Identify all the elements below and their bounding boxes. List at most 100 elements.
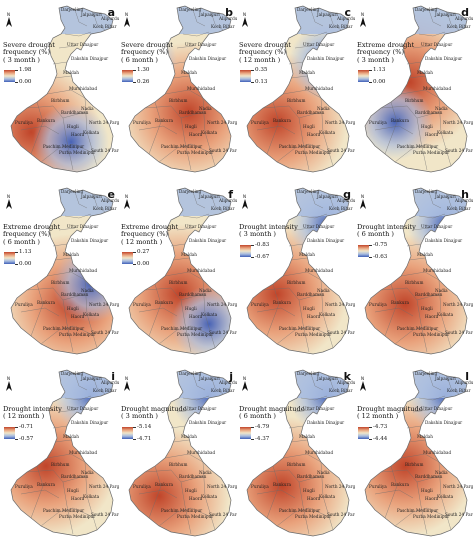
district-label: Hugli: [421, 488, 433, 493]
svg-text:N: N: [7, 376, 10, 381]
legend-min-value: -0.57: [19, 435, 34, 442]
district-label: Nadia: [435, 106, 448, 111]
district-label: Purba Medinipur: [295, 150, 331, 155]
legend-title: Extreme drought frequency (%) ( 6 month …: [3, 223, 61, 246]
district-label: Bankura: [155, 300, 174, 305]
district-label: Alipurduar: [454, 198, 473, 203]
legend-title: Drought magnitude ( 12 month ): [357, 405, 423, 421]
district-label: North 24 Parganas: [325, 120, 355, 125]
legend-min-value: -4.71: [137, 435, 152, 442]
district-label: South 24 Parganas: [327, 148, 355, 153]
state-map: DarjeelingJalpaiguriAlipurduar Koch Bihar…: [246, 369, 355, 537]
district-label: Dakshin Dinajpur: [189, 56, 226, 61]
district-label: Barddhaman: [179, 474, 207, 479]
svg-text:N: N: [125, 12, 128, 17]
legend-title: Drought magnitude ( 6 month ): [239, 405, 305, 421]
district-label: Nadia: [435, 288, 448, 293]
district-label: Haora: [71, 132, 85, 137]
district-label: Maldah: [181, 252, 197, 257]
district-label: North 24 Parganas: [443, 302, 473, 307]
district-label: Darjeeling: [297, 371, 319, 376]
district-label: Alipurduar: [100, 380, 119, 385]
district-label: Alipurduar: [336, 380, 355, 385]
district-label: South 24 Parganas: [91, 330, 119, 335]
district-label: Uttar Dinajpur: [185, 224, 216, 229]
state-map: DarjeelingJalpaiguriAlipurduar Koch Bihar…: [128, 369, 237, 537]
legend-title: Drought intensity ( 12 month ): [3, 405, 62, 421]
district-label: Birbhum: [169, 462, 187, 467]
map-panel-l: DarjeelingJalpaiguriAlipurduar Koch Bihar…: [355, 366, 473, 548]
district-label: Maldah: [181, 434, 197, 439]
district-label: North 24 Parganas: [325, 302, 355, 307]
map-panel-k: DarjeelingJalpaiguriAlipurduar Koch Bihar…: [237, 366, 355, 548]
district-label: Murshidabad: [423, 450, 452, 455]
district-label: North 24 Parganas: [207, 484, 237, 489]
district-label: Murshidabad: [187, 86, 216, 91]
district-label: Kolkata: [319, 494, 336, 499]
district-label: Darjeeling: [61, 371, 83, 376]
district-label: Maldah: [63, 70, 79, 75]
district-label: Barddhaman: [61, 474, 89, 479]
district-label: Puruliya: [251, 120, 269, 125]
district-label: Kolkata: [319, 312, 336, 317]
district-label: Koch Bihar: [329, 206, 353, 211]
map-panel-c: DarjeelingJalpaiguriAlipurduar Koch Bihar…: [237, 2, 355, 184]
district-label: Paschim Medinipur: [279, 508, 320, 513]
color-ramp: [240, 70, 251, 83]
district-label: Barddhaman: [179, 110, 207, 115]
district-label: Jalpaiguri: [198, 194, 220, 199]
district-label: Haora: [189, 132, 203, 137]
panel-letter: g: [343, 188, 351, 201]
district-label: Koch Bihar: [93, 206, 117, 211]
legend-title: Extreme drought frequency (%) ( 3 month …: [357, 41, 415, 64]
district-label: South 24 Parganas: [91, 512, 119, 517]
map-panel-e: DarjeelingJalpaiguriAlipurduar Koch Bihar…: [1, 184, 119, 366]
district-label: Koch Bihar: [329, 388, 353, 393]
district-label: North 24 Parganas: [207, 302, 237, 307]
district-label: Paschim Medinipur: [43, 144, 84, 149]
district-label: Darjeeling: [179, 7, 201, 12]
legend-min-value: 0.26: [137, 79, 150, 86]
district-label: Hugli: [185, 306, 197, 311]
svg-text:N: N: [125, 376, 128, 381]
panel-letter: j: [229, 370, 233, 383]
panel-letter: k: [343, 370, 351, 383]
district-label: Murshidabad: [69, 86, 98, 91]
district-label: Maldah: [299, 252, 315, 257]
district-label: Purba Medinipur: [59, 514, 95, 519]
color-legend: 1.13 0.00: [358, 67, 398, 88]
district-label: Nadia: [317, 106, 330, 111]
district-label: Jalpaiguri: [434, 194, 456, 199]
legend-max-value: 1.30: [137, 67, 150, 74]
color-ramp: [4, 252, 15, 265]
district-label: Dakshin Dinajpur: [307, 420, 344, 425]
color-ramp: [240, 426, 251, 439]
district-label: Uttar Dinajpur: [67, 42, 98, 47]
district-label: Paschim Medinipur: [161, 508, 202, 513]
district-label: Barddhaman: [297, 474, 325, 479]
district-label: Nadia: [199, 288, 212, 293]
svg-text:N: N: [361, 376, 364, 381]
district-label: Puruliya: [251, 302, 269, 307]
district-label: Kolkata: [83, 312, 100, 317]
map-panel-g: DarjeelingJalpaiguriAlipurduar Koch Bihar…: [237, 184, 355, 366]
district-label: Kolkata: [437, 312, 454, 317]
legend-max-value: 1.13: [373, 67, 386, 74]
district-label: Haora: [425, 314, 439, 319]
district-label: Hugli: [67, 488, 79, 493]
north-arrow-icon: N: [240, 194, 250, 210]
district-label: Barddhaman: [61, 110, 89, 115]
district-label: Paschim Medinipur: [279, 144, 320, 149]
color-ramp: [358, 244, 369, 257]
panel-letter: c: [344, 6, 351, 19]
district-label: Uttar Dinajpur: [421, 42, 452, 47]
color-ramp: [122, 252, 133, 265]
panel-letter: a: [107, 6, 115, 19]
color-legend: -0.75 -0.63: [358, 242, 398, 263]
legend-min-value: 0.00: [19, 79, 32, 86]
district-label: Haora: [307, 132, 321, 137]
district-label: Hugli: [421, 124, 433, 129]
district-label: Dakshin Dinajpur: [425, 238, 462, 243]
district-label: Jalpaiguri: [198, 12, 220, 17]
legend-max-value: -4.73: [373, 423, 388, 430]
